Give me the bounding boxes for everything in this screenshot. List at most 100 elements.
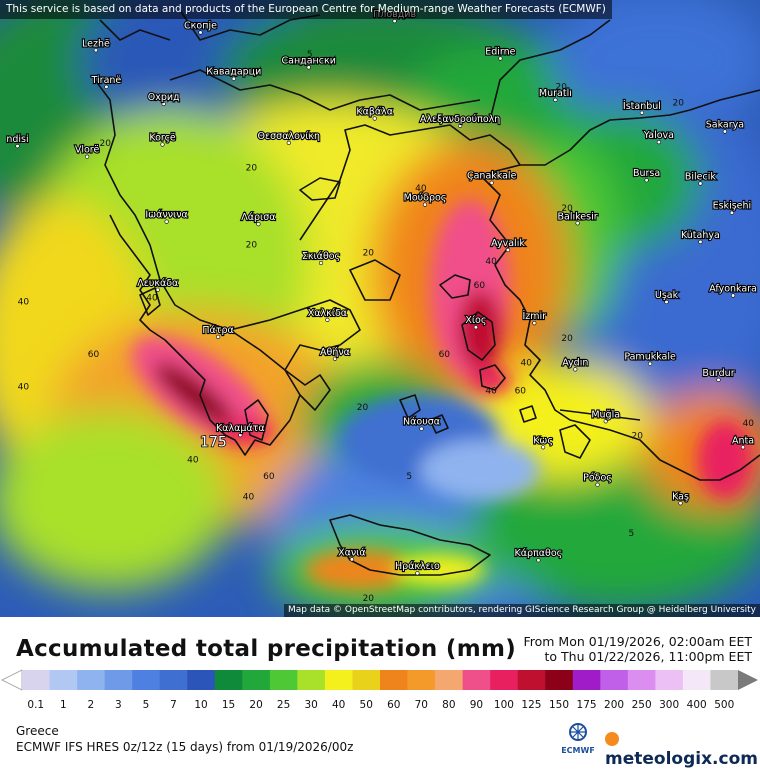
place-dot [306, 65, 311, 70]
place-label: Αθήνα [320, 347, 350, 358]
place-dot [498, 56, 503, 61]
place-dot [325, 317, 330, 323]
legend-label: 7 [170, 699, 177, 711]
place-label: Κως [533, 435, 553, 446]
place-dot [84, 154, 90, 159]
contour-label: 40 [18, 297, 30, 307]
precipitation-field [0, 0, 760, 615]
ecmwf-data-credit: This service is based on data and produc… [0, 0, 612, 19]
place-dot [740, 445, 746, 450]
place-label: Uşak [655, 290, 679, 301]
place-label: Καβάλα [356, 107, 393, 118]
contour-label: 5 [629, 529, 635, 539]
contour-label: 20 [357, 403, 369, 413]
place-label: Καλαμάτα [216, 423, 265, 434]
place-label: Eskişehi [713, 201, 752, 212]
place-dot [722, 129, 728, 134]
legend-label: 150 [549, 699, 569, 711]
legend-label: 60 [387, 699, 400, 711]
legend-swatch [435, 670, 463, 690]
legend-swatch [22, 670, 50, 690]
contour-label: 60 [88, 350, 100, 360]
meteologix-link[interactable]: meteologix.com [605, 729, 760, 769]
contour-label: 60 [515, 387, 527, 397]
place-dot [575, 221, 580, 226]
place-label: Vlorë [75, 145, 100, 156]
place-dot [553, 97, 558, 102]
place-dot [155, 287, 160, 292]
place-dot [419, 426, 424, 431]
ecmwf-logo: ECMWF [561, 723, 595, 755]
legend-label: 0.1 [27, 699, 44, 711]
contour-label: 60 [263, 472, 275, 482]
place-label: Çanakkale [467, 171, 517, 182]
precipitation-map[interactable]: 5 20 20 20 20 40 20 20 20 40 60 40 40 20 60 40 60 40 40 60 2… [0, 0, 760, 617]
place-label: Afyonkara [709, 284, 757, 295]
place-label: Tiranë [91, 75, 122, 86]
legend-swatch [655, 670, 684, 690]
place-dot [656, 140, 662, 145]
place-label: Balıkesir [558, 211, 598, 222]
legend-label: 20 [249, 699, 262, 711]
coastlines [94, 9, 760, 576]
place-label: ndisi [6, 134, 28, 145]
place-dot [595, 482, 600, 487]
place-dot [603, 419, 608, 424]
place-dot [93, 48, 98, 53]
place-label: Кавадарци [206, 67, 261, 78]
place-label: Edirne [485, 47, 515, 58]
legend-label: 125 [521, 699, 541, 711]
contour-label: 40 [743, 419, 755, 429]
legend-label: 500 [714, 699, 734, 711]
place-label: Μούδρος [404, 193, 447, 204]
place-label: Muratlı [539, 88, 572, 99]
valid-to: to Thu 01/22/2026, 11:00pm EET [544, 649, 752, 664]
legend-swatch [242, 670, 271, 690]
legend-swatch [297, 670, 326, 690]
legend-label: 100 [494, 699, 514, 711]
contour-label: 40 [415, 184, 427, 194]
legend-swatch [214, 670, 243, 690]
contour-label: 20 [672, 99, 684, 109]
map-data-credit[interactable]: Map data © OpenStreetMap contributors, r… [284, 604, 760, 617]
place-label: Sakarya [706, 120, 744, 131]
legend-label: 175 [577, 699, 597, 711]
place-dot [318, 260, 324, 266]
legend-label: 3 [115, 699, 122, 711]
place-dot [647, 361, 653, 366]
place-dot [489, 180, 494, 185]
place-dot [573, 367, 578, 372]
contour-label: 20 [561, 334, 573, 344]
place-label: İzmir [523, 311, 547, 322]
brand-label: meteologix.com [605, 749, 758, 769]
valid-from: From Mon 01/19/2026, 02:00am EET [523, 634, 752, 649]
place-label: Ηράκλειο [395, 561, 440, 572]
place-dot [198, 30, 203, 35]
place-markers: LezhëСкопјеПловдивEdirneTiranëКавадарциС… [5, 8, 758, 576]
contour-labels: 5 20 20 20 20 40 20 20 20 40 60 40 40 20 60 40 60 40 40 60 2… [18, 50, 755, 604]
chart-title: Accumulated total precipitation (mm) [16, 636, 517, 662]
contour-label: 5 [307, 50, 313, 60]
place-label: Pamukkale [624, 352, 676, 363]
contour-label: 5 [406, 472, 412, 482]
place-dot [256, 222, 261, 227]
place-dot [664, 299, 669, 305]
place-label: Λάρισα [241, 212, 275, 223]
place-label: Скопје [184, 21, 217, 32]
legend-swatch [545, 670, 574, 690]
place-dot [160, 142, 165, 147]
place-dot [164, 219, 169, 224]
contour-label: 175 [200, 435, 227, 451]
place-label: Burdur [702, 368, 734, 379]
contour-label: 40 [187, 456, 199, 466]
place-label: Bursa [633, 168, 660, 179]
contour-label: 20 [246, 241, 258, 251]
place-dot [415, 571, 420, 576]
place-label: Θεσσαλονίκη [258, 131, 321, 142]
place-dot [422, 202, 428, 207]
place-label: Anta [732, 435, 754, 446]
place-label: Αλεξανδρούπολη [420, 114, 500, 125]
meteologix-icon [605, 732, 619, 746]
place-label: Χίος [465, 315, 486, 326]
contour-label: 40 [520, 358, 532, 368]
